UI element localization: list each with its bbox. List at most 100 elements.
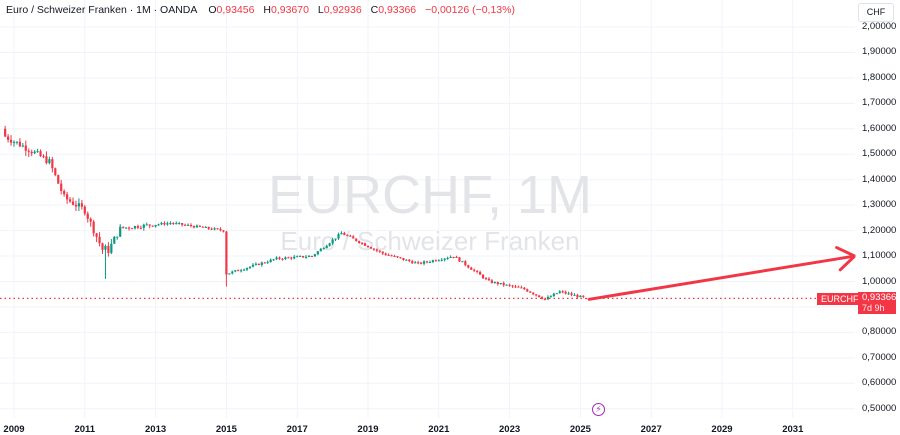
candle-body	[340, 232, 343, 235]
candle-body	[307, 255, 311, 257]
candle-body	[130, 228, 134, 230]
candle-body	[505, 284, 508, 286]
candle-body	[60, 183, 63, 192]
time-tick-label: 2017	[286, 424, 308, 435]
candle-body	[269, 259, 272, 263]
candle-body	[337, 234, 340, 239]
candle-body	[18, 141, 21, 147]
candle-body	[299, 255, 302, 257]
candle-body	[251, 264, 255, 267]
candle-body	[517, 286, 520, 288]
candle-body	[136, 226, 139, 228]
candle-body	[408, 259, 411, 262]
candle-body	[484, 278, 488, 280]
candle-body	[349, 235, 352, 237]
candle-body	[434, 260, 437, 262]
candle-body	[68, 199, 72, 202]
candle-body	[27, 150, 30, 152]
candle-body	[455, 256, 458, 258]
candle-body	[331, 239, 334, 244]
arrow-head-icon[interactable]	[835, 246, 857, 272]
candle-body	[366, 245, 370, 248]
currency-button[interactable]: CHF	[858, 3, 894, 22]
candle-body	[523, 287, 526, 290]
candle-body	[322, 248, 325, 250]
candle-body	[549, 296, 552, 298]
trend-arrow-line[interactable]	[587, 254, 857, 301]
candle-body	[573, 294, 576, 296]
candle-body	[104, 245, 107, 250]
candle-body	[467, 265, 470, 268]
candle-body	[101, 243, 104, 250]
candle-body	[260, 262, 263, 265]
candle-body	[77, 203, 80, 207]
candle-body	[458, 257, 461, 262]
candle-body	[310, 255, 314, 257]
candle-body	[361, 242, 364, 244]
candle-body	[30, 151, 33, 154]
price-tick-label: 0,80000	[862, 326, 897, 338]
candle-body	[514, 286, 517, 288]
candle-body	[352, 236, 355, 239]
candle-body	[496, 282, 499, 285]
candle-body	[508, 284, 511, 286]
lightning-event-icon[interactable]: ⚡	[592, 403, 605, 416]
candle-body	[529, 291, 532, 293]
candle-body	[346, 235, 349, 237]
symbol-price-badge: EURCHF	[817, 293, 863, 305]
time-tick-label: 2013	[145, 424, 167, 435]
candle-body	[186, 224, 190, 226]
high-label: H	[263, 4, 271, 16]
candle-body	[225, 231, 228, 275]
candle-body	[319, 248, 322, 252]
candle-body	[92, 221, 95, 234]
candle-body	[384, 253, 387, 255]
candle-body	[414, 262, 417, 264]
candle-body	[579, 295, 582, 298]
candle-body	[363, 243, 367, 246]
candle-body	[552, 293, 555, 297]
candle-body	[125, 227, 128, 229]
candle-body	[210, 228, 213, 230]
candle-body	[334, 238, 337, 240]
candle-body	[234, 270, 237, 272]
close-label: C	[370, 4, 379, 16]
candle-body	[39, 151, 42, 157]
candle-body	[80, 203, 83, 207]
candle-body	[71, 201, 75, 205]
candle-body	[369, 247, 373, 249]
candle-body	[107, 245, 110, 253]
symbol-title[interactable]: Euro / Schweizer Franken · 1M · OANDA	[6, 4, 198, 16]
candle-body	[296, 256, 299, 258]
candle-body	[481, 274, 485, 279]
candle-body	[7, 136, 10, 140]
candle-body	[157, 224, 160, 226]
candle-body	[204, 226, 207, 228]
candle-body	[437, 260, 440, 262]
candle-body	[4, 128, 7, 137]
last-price-badge: 0,93366 7d 9h	[858, 292, 896, 314]
candle-body	[192, 226, 196, 228]
candle-body	[420, 262, 423, 264]
candle-body	[254, 263, 257, 265]
candle-body	[33, 151, 36, 154]
candle-body	[526, 289, 529, 292]
last-price: 0,93366	[862, 292, 897, 303]
open-label: O	[208, 4, 217, 16]
candle-body	[284, 257, 287, 260]
candle-body	[538, 295, 541, 298]
candle-body	[555, 293, 558, 295]
candle-body	[378, 250, 381, 252]
price-tick-label: 1,20000	[862, 224, 897, 236]
candle-body	[231, 271, 234, 274]
candle-body	[89, 218, 92, 222]
candle-body	[169, 223, 172, 225]
candle-body	[287, 257, 290, 259]
candle-body	[245, 267, 249, 270]
candle-body	[316, 251, 319, 255]
candle-body	[302, 255, 305, 258]
candle-body	[328, 243, 331, 246]
candle-body	[431, 260, 434, 262]
